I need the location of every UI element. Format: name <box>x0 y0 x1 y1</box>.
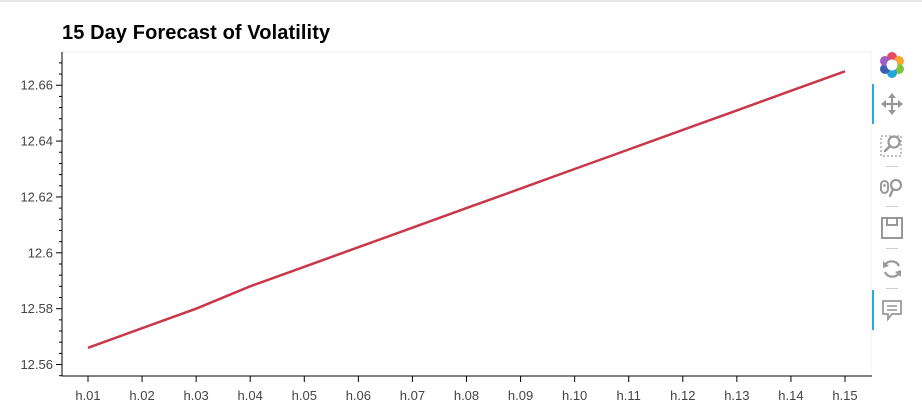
y-tick-label: 12.62 <box>20 189 53 204</box>
x-tick-label: h.13 <box>724 388 749 403</box>
toolbar <box>872 48 912 348</box>
hover-tool[interactable] <box>872 290 912 330</box>
x-tick-label: h.07 <box>400 388 425 403</box>
y-tick-label: 12.66 <box>20 78 53 93</box>
bokeh-logo[interactable] <box>872 48 912 82</box>
x-tick-label: h.04 <box>238 388 263 403</box>
x-tick-label: h.15 <box>832 388 857 403</box>
x-tick-label: h.08 <box>454 388 479 403</box>
x-tick-label: h.02 <box>129 388 154 403</box>
chart-title: 15 Day Forecast of Volatility <box>62 22 331 44</box>
x-tick-label: h.05 <box>292 388 317 403</box>
toolbar-separator <box>886 206 898 207</box>
save-tool[interactable] <box>872 211 912 245</box>
toolbar-separator <box>886 288 898 289</box>
pan-icon <box>881 93 903 115</box>
box-zoom-tool[interactable] <box>872 128 912 162</box>
pan-tool[interactable] <box>872 84 912 124</box>
x-tick-label: h.03 <box>183 388 208 403</box>
wheel-zoom-icon <box>880 178 903 198</box>
y-axis: 12.56 12.58 12.6 12.62 12.64 12.66 <box>20 62 62 377</box>
hover-icon <box>882 300 902 322</box>
plot-frame <box>61 51 872 377</box>
y-tick-label: 12.64 <box>20 134 53 149</box>
toolbar-separator <box>886 166 898 167</box>
x-tick-label: h.11 <box>617 388 641 403</box>
x-tick-label: h.01 <box>75 388 100 403</box>
y-tick-label: 12.58 <box>20 301 53 316</box>
toolbar-separator <box>886 248 898 249</box>
box-zoom-icon <box>880 135 902 157</box>
reset-tool[interactable] <box>872 252 912 286</box>
x-tick-label: h.06 <box>346 388 371 403</box>
reset-icon <box>883 260 901 278</box>
x-axis: h.01 h.02 h.03 h.04 h.05 h.06 h.07 h.08 h.09 h.10… <box>75 376 858 403</box>
save-icon <box>881 217 903 239</box>
x-tick-label: h.12 <box>670 388 695 403</box>
y-tick-label: 12.6 <box>28 245 53 260</box>
bokeh-logo-icon <box>880 52 904 78</box>
y-tick-label: 12.56 <box>20 357 53 372</box>
top-rule <box>0 0 922 2</box>
x-tick-label: h.14 <box>778 388 803 403</box>
x-tick-label: h.09 <box>508 388 533 403</box>
x-tick-label: h.10 <box>562 388 587 403</box>
wheel-zoom-tool[interactable] <box>872 170 912 204</box>
series-line[interactable] <box>87 70 846 349</box>
